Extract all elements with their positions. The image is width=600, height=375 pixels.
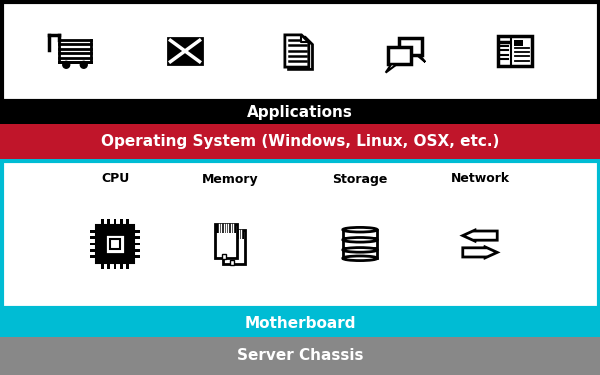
Bar [169, 38, 202, 64]
Bar [222, 255, 226, 259]
Bar [1, 160, 599, 308]
Bar [1, 2, 599, 100]
Bar [110, 239, 120, 249]
Bar [120, 219, 122, 225]
Bar [107, 263, 110, 269]
Ellipse shape [343, 256, 377, 261]
Text: Network: Network [451, 172, 509, 186]
Bar [134, 249, 140, 252]
Polygon shape [285, 35, 309, 67]
Bar [0, 102, 600, 124]
Bar [224, 230, 244, 239]
Bar [120, 263, 122, 269]
Bar [96, 225, 134, 263]
Bar [514, 40, 523, 45]
Polygon shape [289, 37, 313, 69]
Bar [0, 309, 600, 337]
Bar [114, 263, 116, 269]
Text: Applications: Applications [247, 105, 353, 120]
Bar [104, 234, 125, 254]
Bar [215, 224, 237, 258]
Bar [101, 219, 104, 225]
Bar [0, 337, 600, 375]
Bar [134, 230, 140, 232]
Text: Motherboard: Motherboard [244, 315, 356, 330]
Bar [101, 263, 104, 269]
Polygon shape [386, 64, 397, 73]
Bar [398, 38, 422, 55]
Text: Memory: Memory [202, 172, 259, 186]
Bar [388, 47, 412, 64]
Bar [114, 219, 116, 225]
Bar [90, 237, 96, 239]
Bar [90, 249, 96, 252]
Bar [343, 240, 377, 248]
Bar [499, 36, 532, 66]
Ellipse shape [343, 248, 377, 252]
Circle shape [63, 62, 70, 68]
Ellipse shape [343, 227, 377, 232]
Bar [90, 230, 96, 232]
Bar [134, 255, 140, 258]
Bar [127, 263, 129, 269]
Text: CPU: CPU [101, 172, 129, 186]
Bar [127, 219, 129, 225]
Polygon shape [417, 55, 425, 62]
Bar [107, 219, 110, 225]
Circle shape [80, 62, 87, 68]
Bar [230, 261, 234, 265]
Bar [216, 224, 236, 233]
Ellipse shape [343, 237, 377, 242]
Polygon shape [463, 247, 497, 258]
Bar [343, 250, 377, 258]
Bar [134, 243, 140, 245]
Bar [223, 230, 245, 264]
Bar [343, 230, 377, 238]
Text: Operating System (Windows, Linux, OSX, etc.): Operating System (Windows, Linux, OSX, e… [101, 134, 499, 149]
Bar [0, 124, 600, 159]
Bar [134, 237, 140, 239]
Polygon shape [463, 230, 497, 241]
Bar [90, 243, 96, 245]
Text: Storage: Storage [332, 172, 388, 186]
Bar [90, 255, 96, 258]
Text: Server Chassis: Server Chassis [237, 348, 363, 363]
